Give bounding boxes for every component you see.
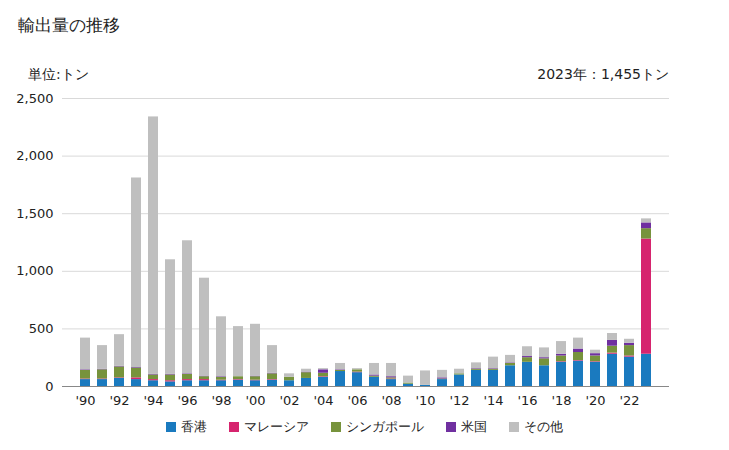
- svg-text:0: 0: [45, 379, 53, 394]
- html-text:香港: 香港: [181, 419, 207, 434]
- svg-text:'00: '00: [245, 393, 265, 408]
- svg-text:'98: '98: [211, 393, 231, 408]
- svg-text:'06: '06: [347, 393, 367, 408]
- svg-text:'94: '94: [143, 393, 163, 408]
- html-text:マレーシア: マレーシア: [244, 419, 309, 434]
- html-text:シンガポール: シンガポール: [346, 419, 424, 434]
- svg-text:'22: '22: [619, 393, 639, 408]
- html-text:2023年：1,455トン: 2023年：1,455トン: [537, 66, 669, 82]
- svg-text:'10: '10: [415, 393, 435, 408]
- svg-text:'02: '02: [279, 393, 299, 408]
- svg-text:'08: '08: [381, 393, 401, 408]
- html-text:輸出量の推移: 輸出量の推移: [18, 15, 120, 35]
- svg-text:2,500: 2,500: [16, 91, 53, 106]
- svg-text:500: 500: [29, 321, 54, 336]
- svg-text:'18: '18: [551, 393, 571, 408]
- svg-text:'16: '16: [517, 393, 537, 408]
- svg-text:'14: '14: [483, 393, 503, 408]
- html-text:単位:トン: 単位:トン: [28, 66, 89, 82]
- svg-text:'20: '20: [585, 393, 605, 408]
- svg-text:2,000: 2,000: [16, 148, 53, 163]
- svg-text:'96: '96: [177, 393, 197, 408]
- html-text:その他: その他: [524, 419, 563, 434]
- svg-text:1,000: 1,000: [16, 263, 53, 278]
- svg-text:'04: '04: [313, 393, 333, 408]
- svg-text:1,500: 1,500: [16, 206, 53, 221]
- svg-text:'12: '12: [449, 393, 469, 408]
- html-text:米国: 米国: [461, 419, 487, 434]
- svg-text:'90: '90: [75, 393, 95, 408]
- svg-text:'92: '92: [109, 393, 129, 408]
